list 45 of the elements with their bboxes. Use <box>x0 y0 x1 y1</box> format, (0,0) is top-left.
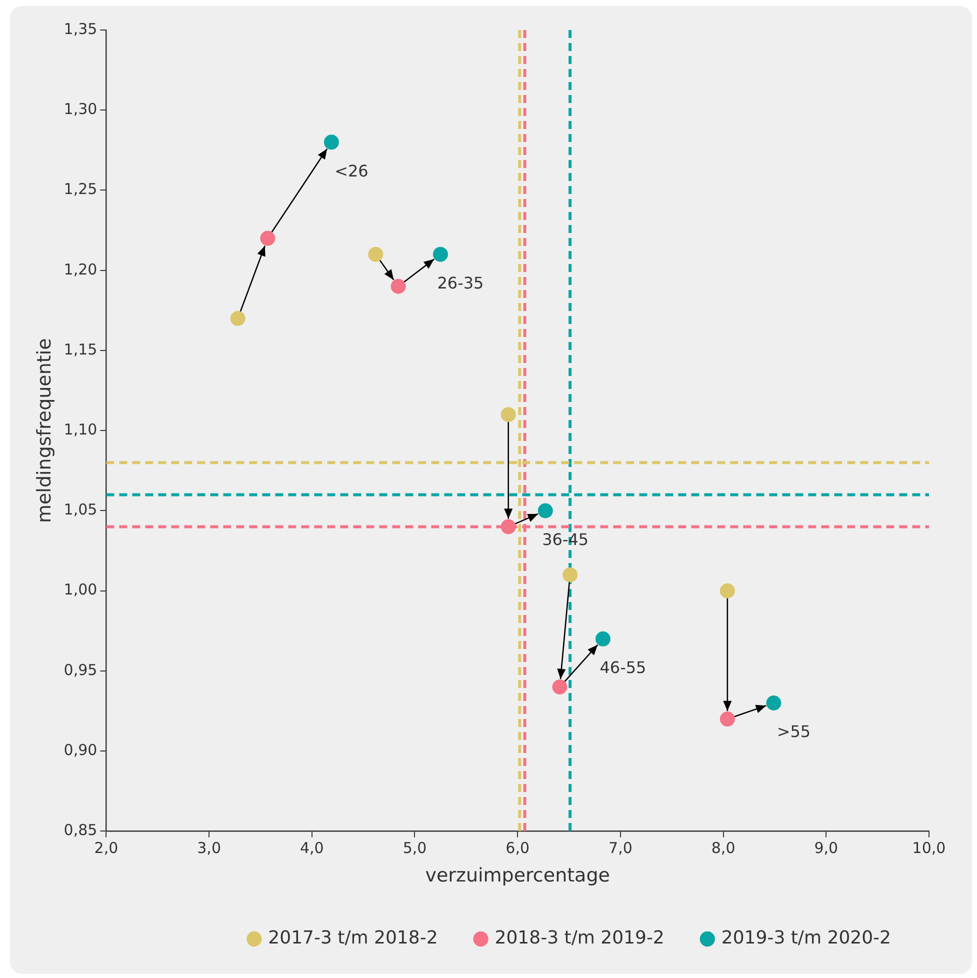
point <box>230 310 246 326</box>
point <box>260 230 276 246</box>
point <box>324 134 339 150</box>
x-tick-label: 7,0 <box>608 839 632 858</box>
y-tick-label: 0,90 <box>64 740 98 759</box>
annotation: >55 <box>776 722 811 742</box>
x-tick-label: 8,0 <box>711 839 736 858</box>
point <box>500 407 516 422</box>
y-tick-label: 1,25 <box>64 180 98 198</box>
y-tick-label: 1,10 <box>64 420 98 438</box>
x-tick-label: 2,0 <box>94 839 118 858</box>
x-tick-label: 9,0 <box>814 839 838 858</box>
y-tick-label: 1,00 <box>64 580 98 599</box>
y-tick-label: 0,95 <box>64 660 98 679</box>
point <box>432 246 448 262</box>
x-tick-label: 10,0 <box>912 839 946 858</box>
point <box>562 567 578 582</box>
point <box>500 519 516 534</box>
x-tick-label: 4,0 <box>300 839 324 858</box>
x-tick-label: 3,0 <box>197 839 221 858</box>
legend-label: 2018-3 t/m 2019-2 <box>494 928 664 949</box>
point <box>538 503 553 518</box>
y-tick-label: 1,35 <box>64 20 98 38</box>
point <box>552 679 568 694</box>
point <box>720 712 735 727</box>
x-tick-label: 6,0 <box>506 839 530 858</box>
point <box>368 246 384 262</box>
point <box>595 631 610 646</box>
x-tick-label: 5,0 <box>402 839 427 858</box>
x-axis-title: verzuimpercentage <box>425 864 610 887</box>
y-tick-label: 1,05 <box>64 500 98 519</box>
legend-label: 2017-3 t/m 2018-2 <box>268 928 438 949</box>
y-axis-title: meldingsfrequentie <box>33 338 56 524</box>
annotation: 36-45 <box>542 530 589 549</box>
y-tick-label: 1,20 <box>64 260 98 278</box>
annotation: 26-35 <box>437 273 484 292</box>
annotation: <26 <box>334 161 368 180</box>
y-tick-label: 1,15 <box>64 340 98 358</box>
point <box>720 583 735 598</box>
point <box>390 278 406 294</box>
y-tick-label: 1,30 <box>64 100 98 118</box>
point <box>766 696 782 711</box>
legend-label: 2019-3 t/m 2020-2 <box>721 928 892 949</box>
y-tick-label: 0,85 <box>64 821 98 840</box>
annotation: 46-55 <box>600 658 646 678</box>
